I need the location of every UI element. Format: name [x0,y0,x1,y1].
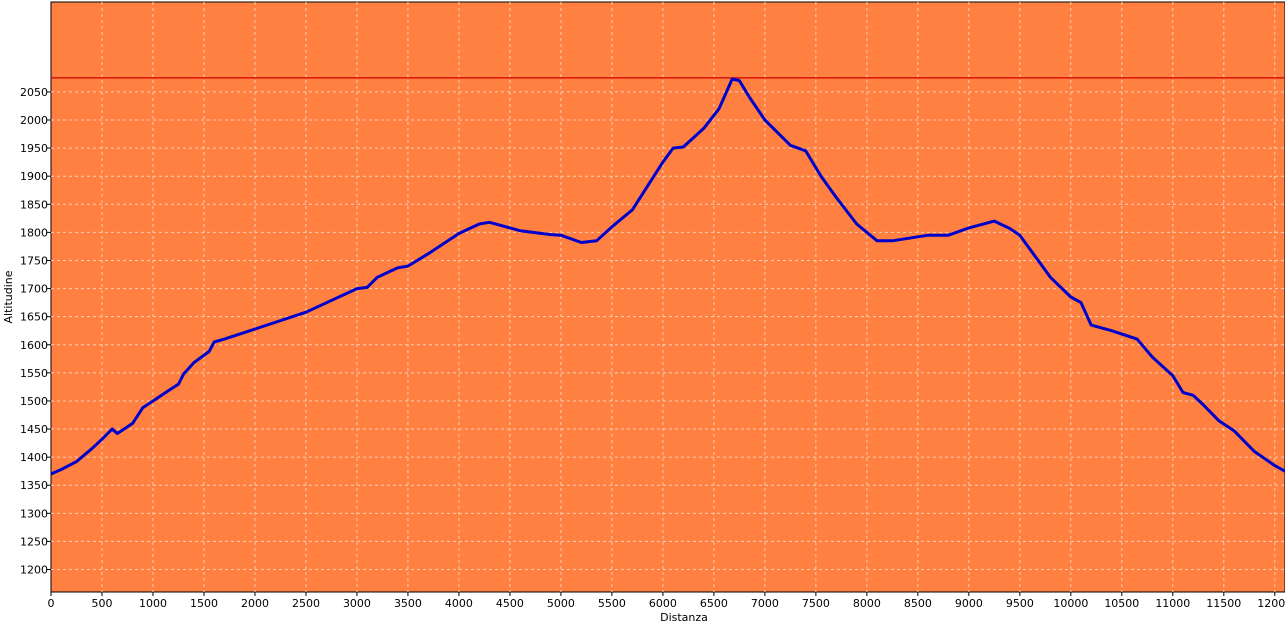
y-tick-label: 1600 [20,339,48,352]
plot-area [50,1,1285,593]
y-tick-label: 1900 [20,170,48,183]
y-tick-label: 1350 [20,479,48,492]
y-tick-label: 1450 [20,423,48,436]
y-tick-label: 1650 [20,311,48,324]
y-tick-label: 1500 [20,395,48,408]
x-tick-label: 7500 [802,597,830,610]
x-axis-label: Distanza [660,611,708,624]
y-tick-label: 2050 [20,86,48,99]
x-tick-label: 8500 [904,597,932,610]
x-tick-label: 11500 [1206,597,1241,610]
x-tick-label: 0 [48,597,55,610]
y-tick-label: 1950 [20,142,48,155]
series-line-altitude [50,77,1285,476]
y-tick-label: 1850 [20,198,48,211]
x-tick-label: 4500 [496,597,524,610]
x-tick-label: 5500 [598,597,626,610]
x-tick-label: 9500 [1006,597,1034,610]
x-tick-label: 6000 [649,597,677,610]
y-tick-label: 1550 [20,367,48,380]
x-tick-label: 4000 [445,597,473,610]
x-tick-label: 1500 [190,597,218,610]
x-tick-label: 12000 [1257,597,1285,610]
y-tick-label: 1700 [20,283,48,296]
x-tick-label: 500 [91,597,112,610]
y-tick-label: 2000 [20,114,48,127]
x-tick-label: 10500 [1104,597,1139,610]
grid [51,2,1285,592]
x-tick-label: 7000 [751,597,779,610]
x-tick-label: 3000 [343,597,371,610]
axes: 0 500 1000 1500 2000 2500 3000 3500 4000 4500 5000… [20,86,1285,610]
x-tick-label: 11000 [1155,597,1190,610]
x-tick-label: 9000 [955,597,983,610]
x-tick-label: 1000 [139,597,167,610]
y-tick-label: 1750 [20,254,48,267]
x-tick-label: 8000 [853,597,881,610]
x-tick-label: 3500 [394,597,422,610]
y-tick-label: 1200 [20,564,48,577]
y-tick-label: 1250 [20,535,48,548]
x-tick-label: 2500 [292,597,320,610]
x-tick-label: 6500 [700,597,728,610]
x-tick-label: 2000 [241,597,269,610]
x-tick-label: 10000 [1053,597,1088,610]
y-tick-label: 1300 [20,507,48,520]
y-axis-label: Altitudine [2,270,15,323]
y-tick-label: 1800 [20,226,48,239]
x-tick-label: 5000 [547,597,575,610]
y-tick-label: 1400 [20,451,48,464]
